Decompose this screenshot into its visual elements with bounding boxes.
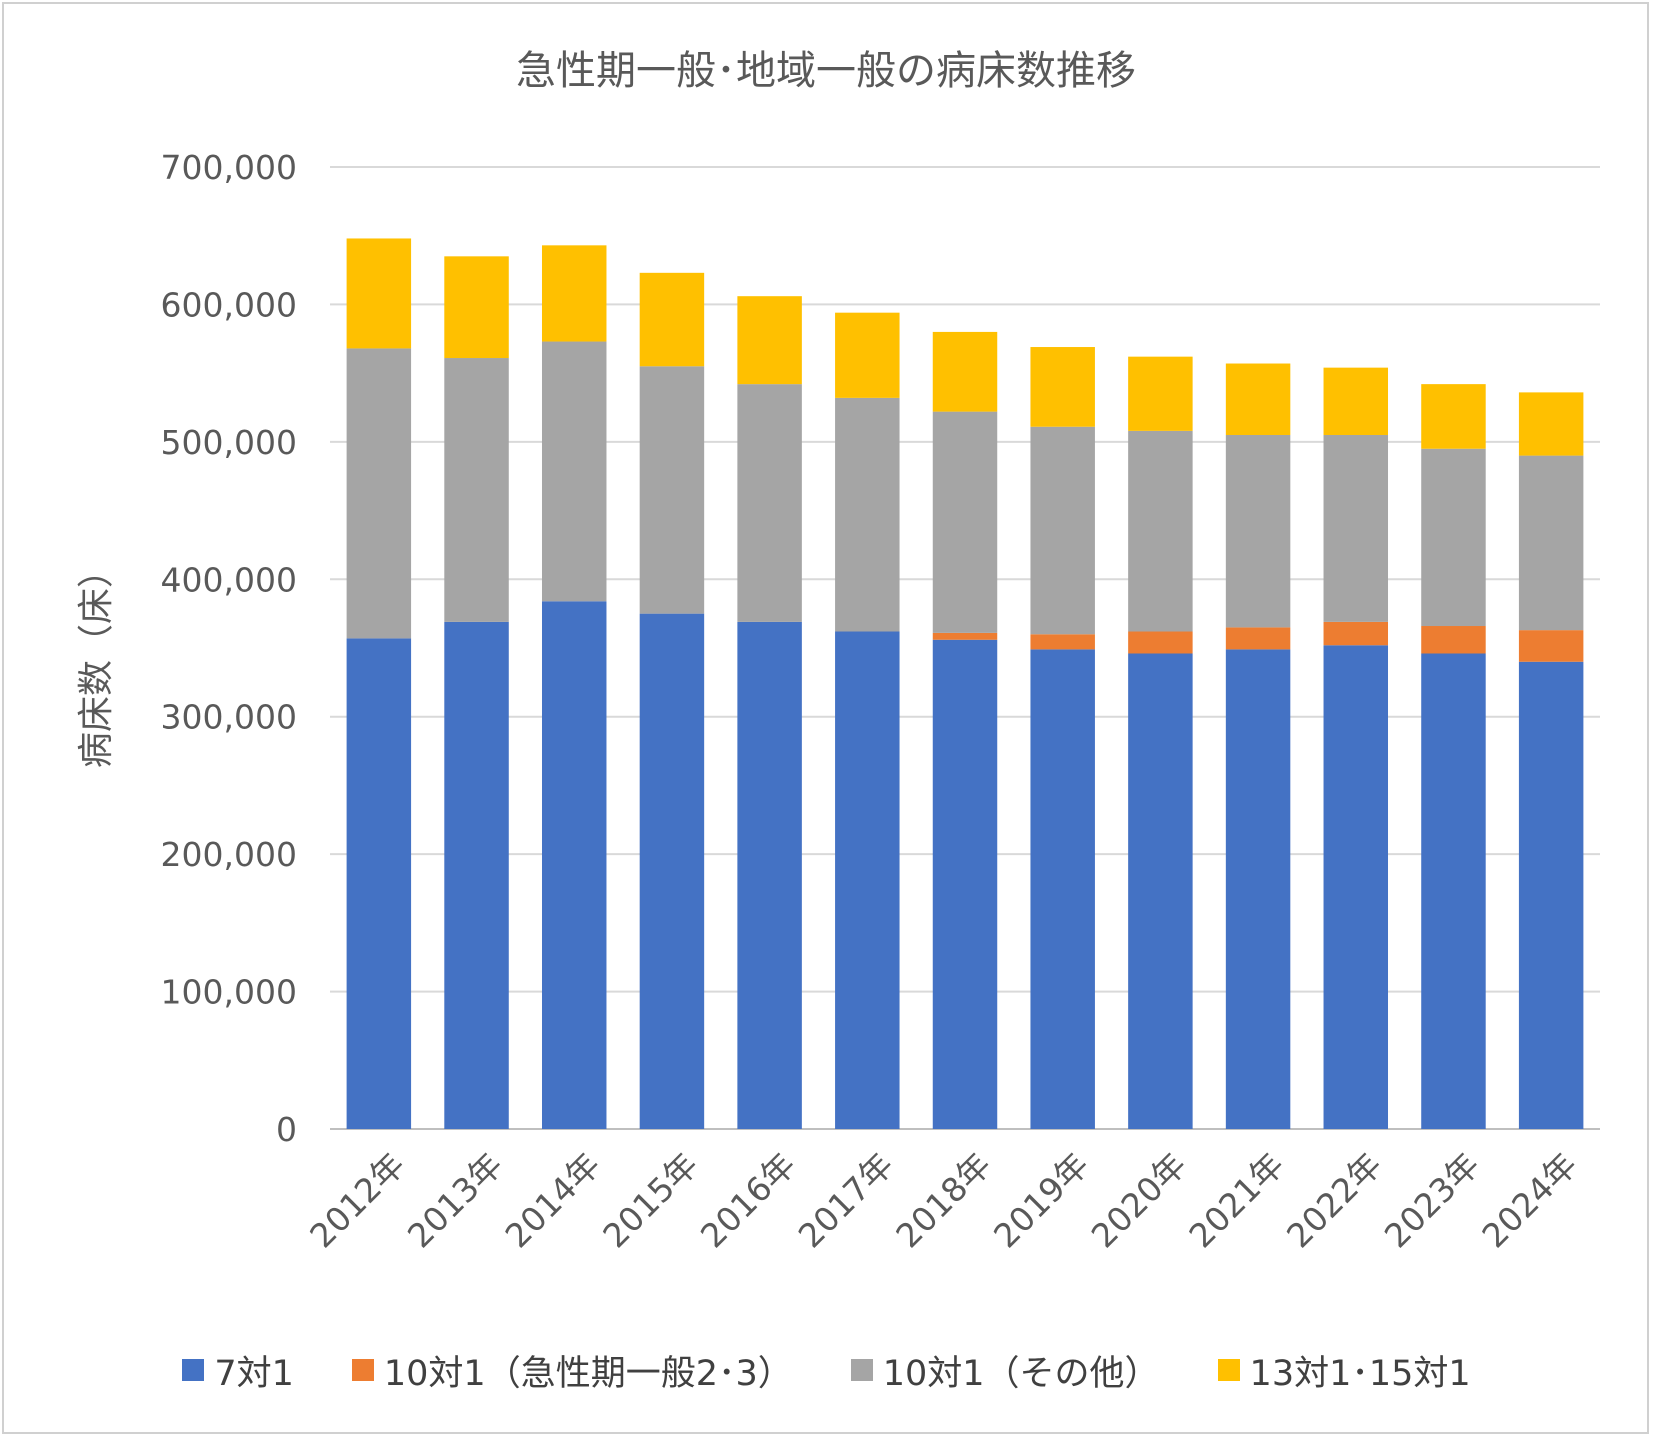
x-tick-label: 2024年 bbox=[1475, 1145, 1585, 1255]
bar-segment bbox=[1225, 363, 1291, 435]
legend-item: 10対1（その他） bbox=[850, 1345, 1160, 1396]
x-axis-ticks: 2012年2013年2014年2015年2016年2017年2018年2019年… bbox=[302, 1145, 1585, 1255]
x-tick-label: 2023年 bbox=[1377, 1145, 1487, 1255]
bar-segment bbox=[346, 348, 412, 639]
bar-segment bbox=[835, 312, 900, 398]
x-tick-label: 2012年 bbox=[302, 1145, 412, 1255]
y-tick-label: 200,000 bbox=[161, 835, 297, 874]
bar-segment bbox=[541, 245, 607, 342]
bar-segment bbox=[1323, 621, 1389, 646]
bar-segment bbox=[835, 397, 900, 632]
x-tick-label: 2016年 bbox=[693, 1145, 803, 1255]
bar-segment bbox=[1518, 661, 1584, 1129]
bar-segment bbox=[1518, 630, 1584, 662]
legend: 7対1 10対1（急性期一般2･3） 10対1（その他） 13対1･15対1 bbox=[0, 1345, 1653, 1395]
bar-segment bbox=[1421, 384, 1486, 449]
x-tick-label: 2021年 bbox=[1181, 1145, 1291, 1255]
bar-segment bbox=[737, 296, 802, 385]
bar-segment bbox=[1421, 653, 1486, 1129]
bar-segment bbox=[346, 238, 412, 349]
bar-segment bbox=[1323, 645, 1389, 1129]
bar-segment bbox=[1030, 649, 1095, 1129]
bar-segment bbox=[1518, 455, 1584, 631]
legend-label: 13対1･15対1 bbox=[1249, 1353, 1471, 1394]
bar-segment bbox=[1128, 356, 1193, 431]
x-tick-label: 2022年 bbox=[1279, 1145, 1389, 1255]
legend-swatch bbox=[351, 1359, 374, 1381]
y-tick-label: 700,000 bbox=[161, 148, 297, 187]
x-tick-label: 2019年 bbox=[986, 1145, 1096, 1255]
bar-segment bbox=[1323, 367, 1389, 435]
bar-segment bbox=[639, 613, 705, 1129]
y-tick-label: 500,000 bbox=[161, 423, 297, 462]
x-tick-label: 2017年 bbox=[791, 1145, 901, 1255]
legend-swatch bbox=[1217, 1359, 1240, 1381]
legend-swatch bbox=[850, 1359, 873, 1381]
legend-label: 10対1（急性期一般2･3） bbox=[383, 1353, 793, 1394]
legend-item: 13対1･15対1 bbox=[1217, 1345, 1471, 1396]
bar-segment bbox=[737, 384, 802, 622]
y-axis-label: 病床数（床） bbox=[76, 552, 117, 768]
y-tick-label: 300,000 bbox=[161, 698, 297, 737]
x-tick-label: 2018年 bbox=[888, 1145, 998, 1255]
legend-item: 10対1（急性期一般2･3） bbox=[351, 1345, 793, 1396]
stacked-bar-chart: 急性期一般･地域一般の病床数推移 病床数（床） 0 100,000 200,000 3… bbox=[76, 48, 1600, 1255]
bar-segment bbox=[541, 341, 607, 602]
bar-segment bbox=[444, 358, 509, 622]
y-tick-label: 100,000 bbox=[161, 973, 297, 1012]
x-tick-label: 2015年 bbox=[595, 1145, 705, 1255]
x-tick-label: 2020年 bbox=[1084, 1145, 1194, 1255]
bar-segment bbox=[1030, 634, 1095, 650]
bar-segment bbox=[1030, 347, 1095, 427]
bar-segment bbox=[1128, 653, 1193, 1129]
legend-swatch bbox=[182, 1359, 205, 1381]
bar-segment bbox=[1225, 434, 1291, 628]
legend-label: 7対1 bbox=[214, 1353, 294, 1394]
bar-segment bbox=[737, 621, 802, 1129]
bar-segment bbox=[1421, 626, 1486, 654]
bar-segment bbox=[835, 631, 900, 1129]
bar-segment bbox=[932, 639, 998, 1129]
y-tick-label: 600,000 bbox=[161, 285, 297, 324]
bar-segment bbox=[932, 411, 998, 633]
bar-segment bbox=[639, 272, 705, 367]
bar-segment bbox=[541, 601, 607, 1129]
bar-segment bbox=[1225, 627, 1291, 650]
bar-segment bbox=[932, 331, 998, 412]
legend-item: 7対1 bbox=[182, 1345, 294, 1396]
bar-segment bbox=[444, 256, 509, 359]
bar-segment bbox=[1421, 448, 1486, 627]
bar-segment bbox=[1518, 392, 1584, 456]
bar-segment bbox=[1128, 430, 1193, 632]
y-axis-ticks: 0 100,000 200,000 300,000 400,000 500,000 600,… bbox=[161, 148, 297, 1149]
y-tick-label: 400,000 bbox=[161, 560, 297, 599]
bar-segment bbox=[444, 621, 509, 1129]
bar-segment bbox=[639, 366, 705, 614]
chart-title: 急性期一般･地域一般の病床数推移 bbox=[516, 48, 1136, 94]
x-tick-label: 2013年 bbox=[400, 1145, 510, 1255]
legend-label: 10対1（その他） bbox=[882, 1353, 1160, 1394]
y-tick-label: 0 bbox=[276, 1110, 297, 1149]
bar-segment bbox=[1128, 631, 1193, 654]
bar-segment bbox=[1030, 426, 1095, 635]
bar-segment bbox=[932, 632, 998, 640]
bar-segment bbox=[1225, 649, 1291, 1129]
bars bbox=[346, 238, 1584, 1129]
bar-segment bbox=[346, 638, 412, 1129]
bar-segment bbox=[1323, 434, 1389, 622]
x-tick-label: 2014年 bbox=[498, 1145, 608, 1255]
